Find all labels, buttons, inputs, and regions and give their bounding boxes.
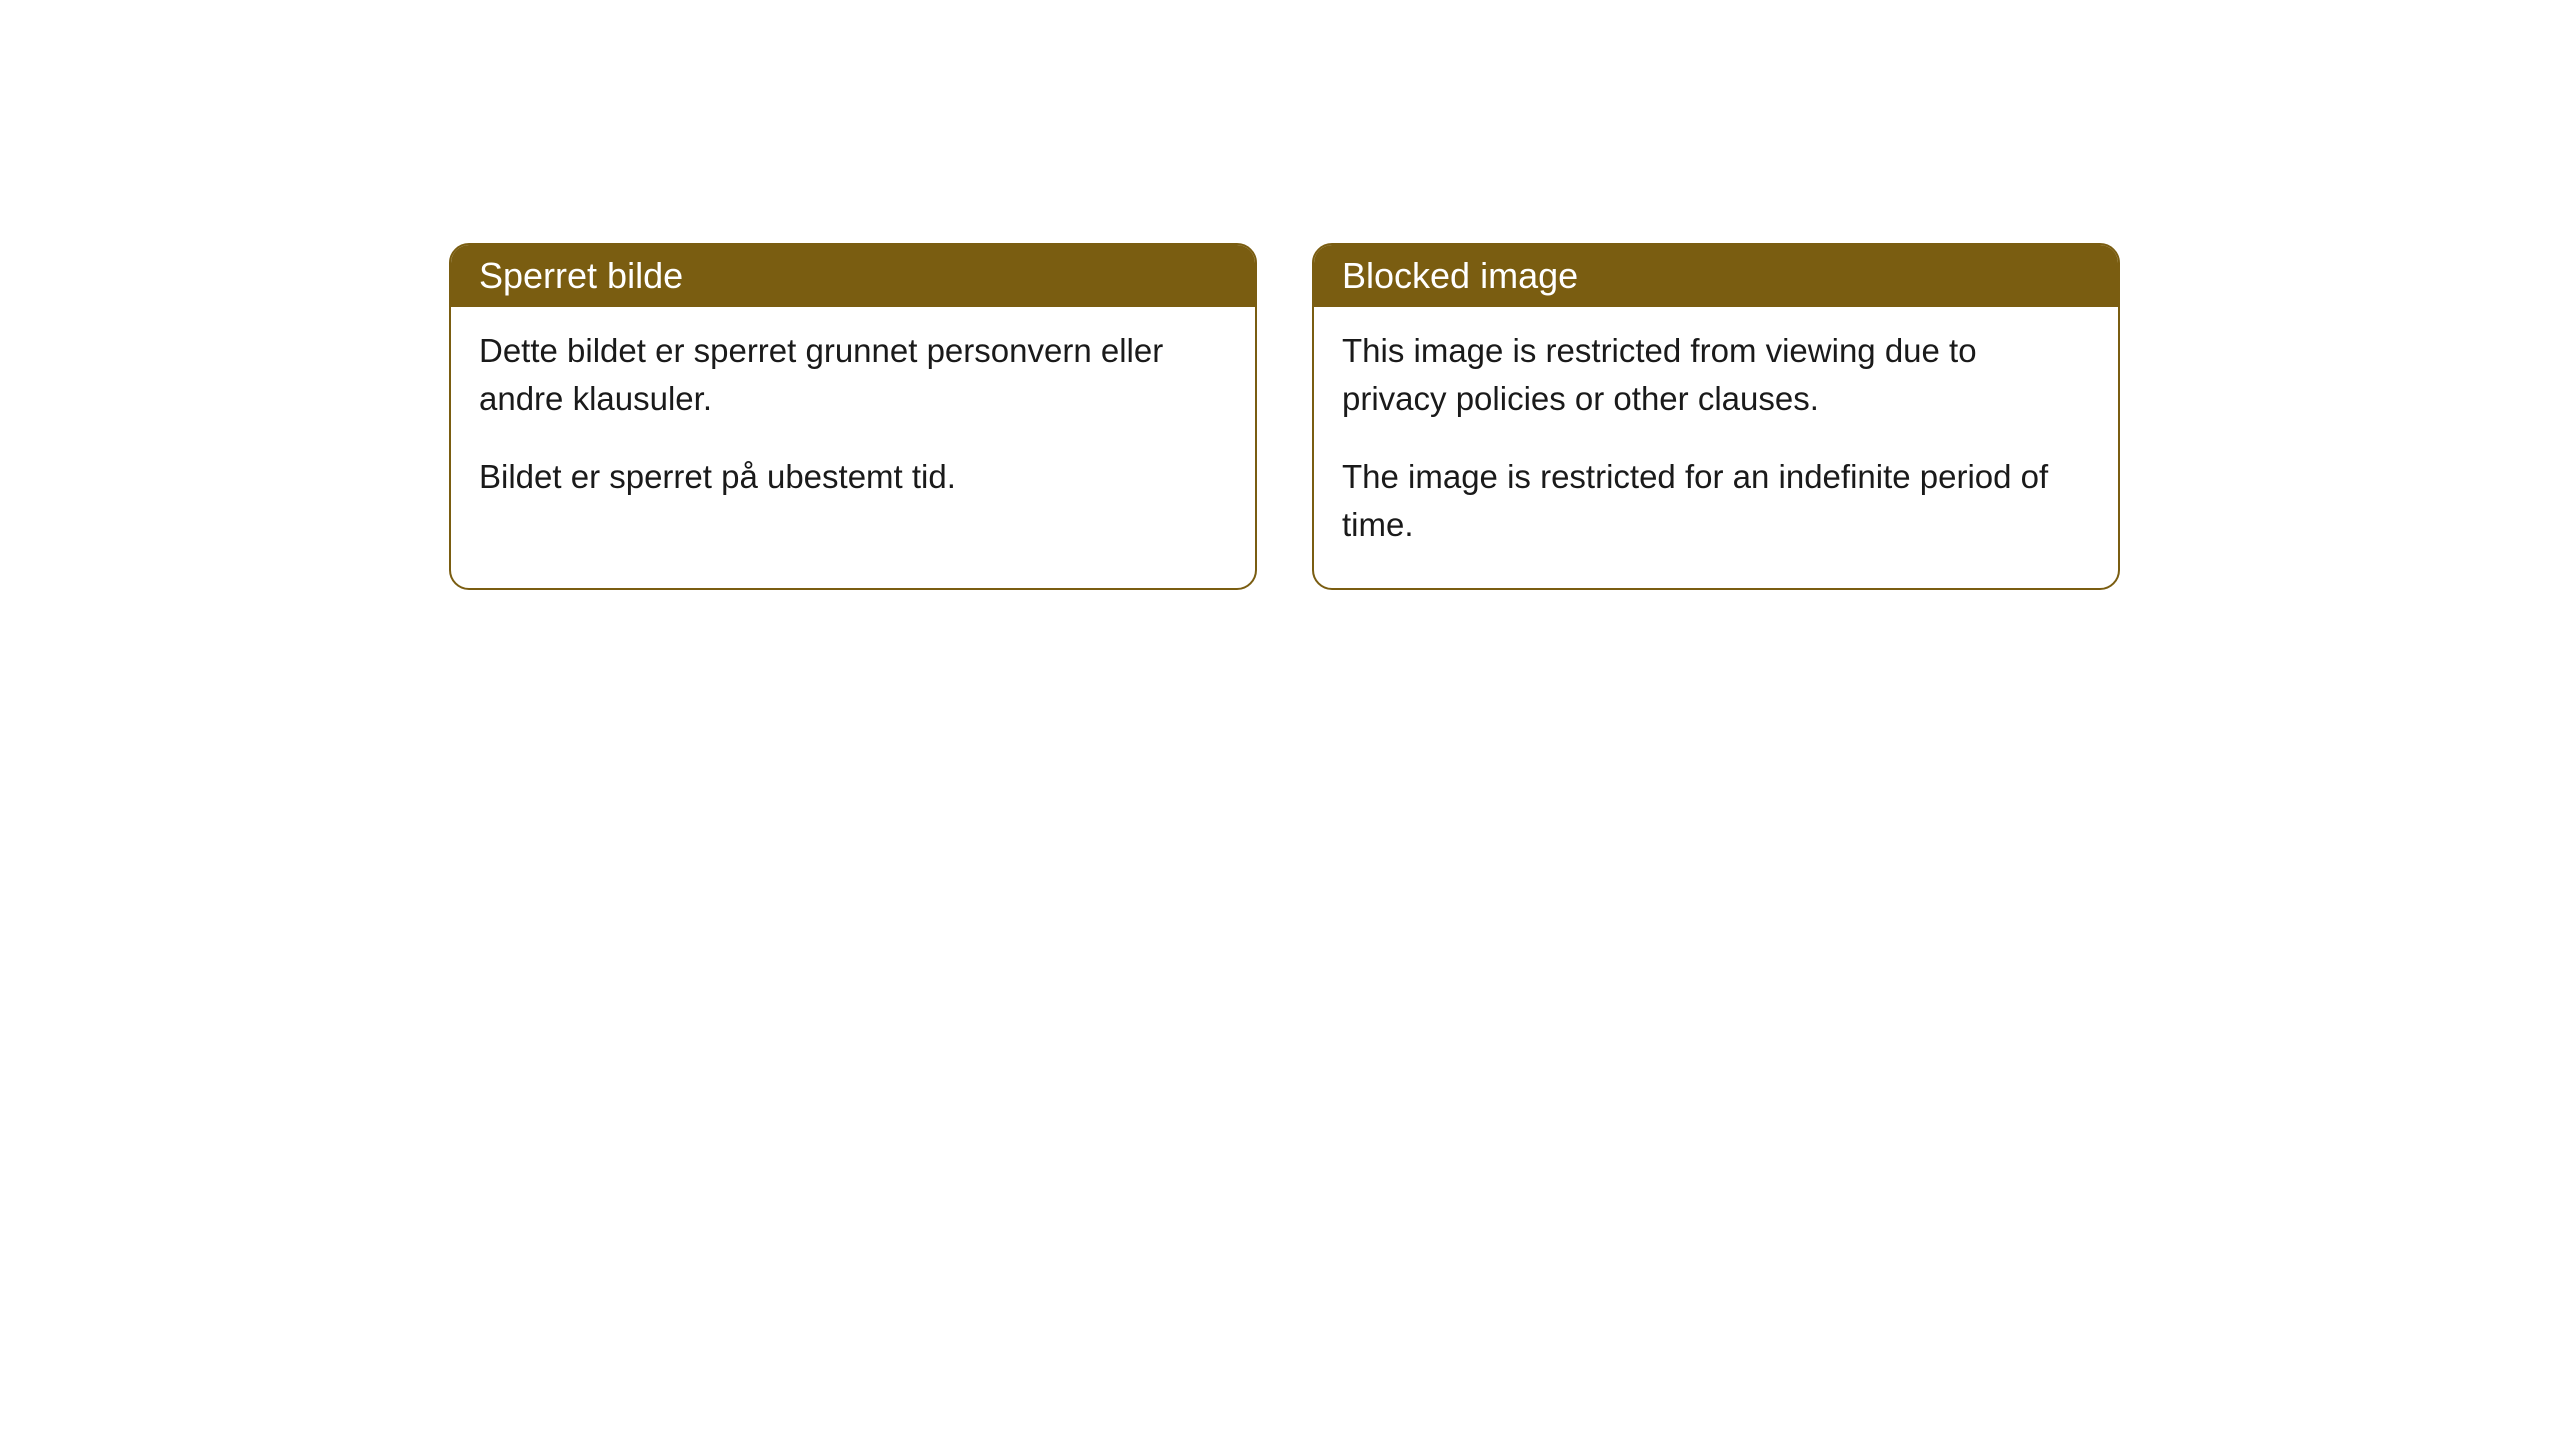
norwegian-paragraph-1: Dette bildet er sperret grunnet personve… <box>479 327 1227 423</box>
notice-cards-container: Sperret bilde Dette bildet er sperret gr… <box>449 243 2560 590</box>
norwegian-notice-card: Sperret bilde Dette bildet er sperret gr… <box>449 243 1257 590</box>
norwegian-paragraph-2: Bildet er sperret på ubestemt tid. <box>479 453 1227 501</box>
english-paragraph-1: This image is restricted from viewing du… <box>1342 327 2090 423</box>
english-card-title: Blocked image <box>1314 245 2118 307</box>
english-notice-card: Blocked image This image is restricted f… <box>1312 243 2120 590</box>
english-card-body: This image is restricted from viewing du… <box>1314 307 2118 588</box>
norwegian-card-title: Sperret bilde <box>451 245 1255 307</box>
english-paragraph-2: The image is restricted for an indefinit… <box>1342 453 2090 549</box>
norwegian-card-body: Dette bildet er sperret grunnet personve… <box>451 307 1255 541</box>
